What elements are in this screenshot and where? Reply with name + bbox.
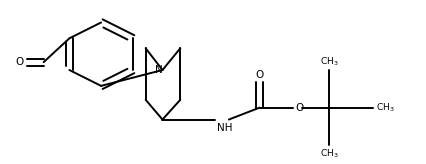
Text: CH$_3$: CH$_3$: [320, 147, 338, 160]
Text: O: O: [16, 57, 24, 67]
Text: CH$_3$: CH$_3$: [377, 101, 395, 114]
Text: N: N: [155, 65, 162, 75]
Text: O: O: [256, 70, 264, 80]
Text: NH: NH: [217, 123, 233, 133]
Text: O: O: [295, 103, 303, 113]
Text: CH$_3$: CH$_3$: [320, 56, 338, 68]
